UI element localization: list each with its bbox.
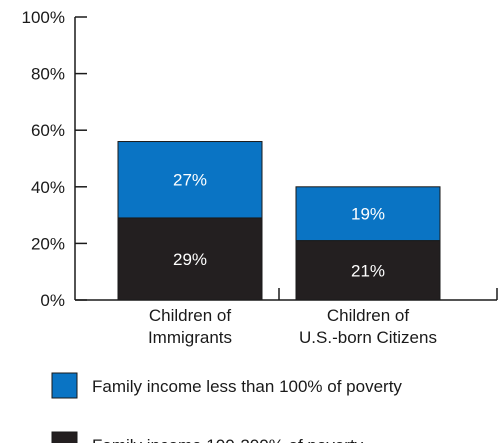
axes: 0%20%40%60%80%100%Children of ImmigrantsC… (22, 8, 498, 347)
bar-value-label: 29% (173, 250, 207, 269)
x-category-label-line: Immigrants (148, 328, 232, 347)
legend-swatch (51, 431, 78, 443)
y-tick-label: 100% (22, 8, 65, 27)
legend-swatch (51, 372, 78, 399)
bar-segment (295, 186, 441, 242)
legend-label: Family income 100-200% of poverty (92, 436, 364, 443)
legend: Family income less than 100% of poverty F… (51, 372, 402, 443)
y-tick-label: 60% (31, 121, 65, 140)
x-category-label: Children of Immigrants (148, 306, 232, 347)
bar-segment (295, 240, 441, 301)
legend-label: Family income less than 100% of poverty (92, 377, 402, 396)
y-tick-label: 20% (31, 234, 65, 253)
y-tick-label: 0% (40, 291, 65, 310)
bars (117, 141, 441, 301)
bar-value-label: 21% (351, 261, 385, 280)
bar-segment (117, 141, 263, 219)
y-tick-label: 40% (31, 178, 65, 197)
x-category-label: Children of U.S.-born Citizens (299, 306, 437, 347)
x-category-label-line: Children of (149, 306, 231, 325)
y-tick-label: 80% (31, 65, 65, 84)
bar-value-label: 27% (173, 171, 207, 190)
x-category-label-line: U.S.-born Citizens (299, 328, 437, 347)
data-labels: 29% 27% 21% 19% (173, 171, 385, 281)
x-category-label-line: Children of (327, 306, 409, 325)
bar-value-label: 19% (351, 205, 385, 224)
